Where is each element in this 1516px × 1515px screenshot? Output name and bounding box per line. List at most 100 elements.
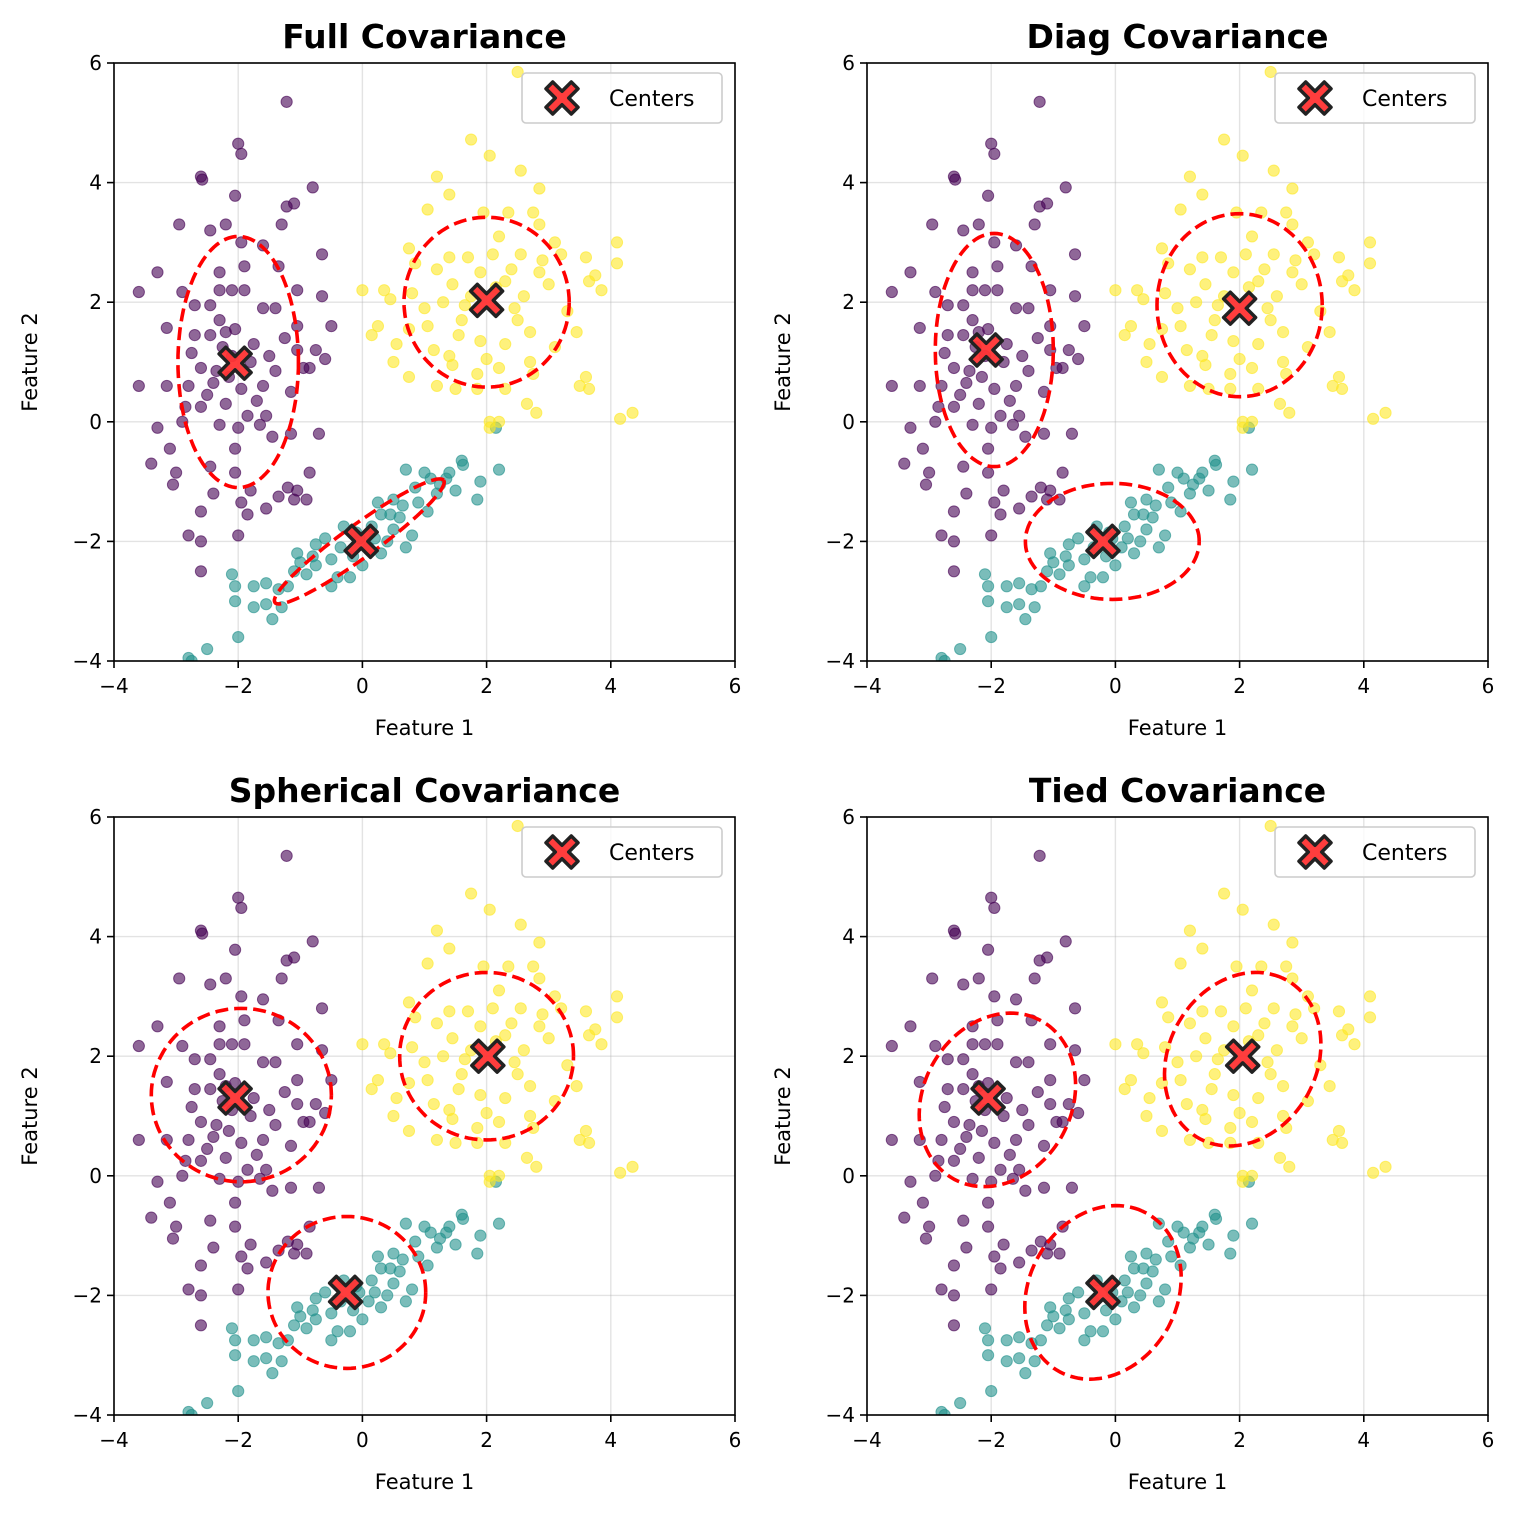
point-purple [319, 352, 332, 366]
point-purple [1072, 1106, 1085, 1120]
point-teal [1078, 553, 1091, 566]
point-purple [923, 1220, 936, 1233]
point-yellow [536, 1008, 549, 1021]
subplot-full-covariance: Full Covariance −4 −2 0 2 4 6 −4 −2 0 2 4 6 Feature 1… [18, 17, 741, 740]
point-purple [303, 466, 316, 479]
point-teal [287, 1319, 301, 1332]
point-yellow [1332, 1124, 1346, 1138]
point-yellow [1196, 188, 1209, 201]
point-yellow [418, 1056, 431, 1069]
point-yellow [390, 1091, 403, 1105]
point-yellow [570, 326, 583, 339]
point-yellow [505, 263, 518, 276]
point-yellow [1252, 275, 1265, 288]
y-tick-label: 2 [89, 1044, 102, 1068]
point-purple [269, 1056, 282, 1069]
point-purple [913, 379, 926, 393]
point-yellow [1286, 1020, 1299, 1033]
point-teal [1140, 1247, 1153, 1260]
point-purple [919, 478, 933, 491]
point-purple [1065, 427, 1079, 440]
point-yellow [1363, 1011, 1377, 1024]
point-purple [163, 1196, 176, 1209]
point-teal [449, 1238, 462, 1251]
point-yellow [508, 1056, 521, 1069]
point-purple [145, 457, 158, 470]
point-teal [1209, 1212, 1223, 1225]
point-yellow [530, 1160, 543, 1173]
point-purple [182, 379, 195, 393]
point-purple [1003, 1148, 1016, 1161]
point-yellow [1245, 984, 1259, 997]
point-purple [1056, 466, 1069, 479]
point-teal [260, 1352, 273, 1365]
point-purple [182, 1283, 195, 1296]
point-yellow [1236, 149, 1249, 162]
point-teal [1000, 601, 1013, 614]
point-yellow [480, 1106, 493, 1120]
point-teal [381, 1289, 394, 1302]
point-yellow [533, 936, 546, 949]
point-teal [1013, 1331, 1026, 1344]
point-purple [222, 1124, 235, 1138]
point-purple [260, 1163, 273, 1176]
point-purple [957, 299, 970, 312]
point-teal [1099, 1304, 1113, 1317]
point-purple [1009, 379, 1023, 393]
point-yellow [523, 326, 537, 339]
point-purple [935, 1133, 948, 1147]
point-purple [957, 328, 970, 342]
point-purple [250, 394, 263, 407]
point-yellow [1258, 263, 1271, 276]
point-purple [985, 1283, 998, 1296]
point-yellow [533, 972, 546, 985]
point-yellow [1171, 302, 1184, 315]
point-purple [929, 415, 942, 428]
point-yellow [483, 1175, 496, 1188]
point-teal [368, 1286, 381, 1299]
point-yellow [511, 819, 524, 833]
point-purple [1078, 320, 1091, 333]
point-purple [272, 490, 285, 503]
point-purple [235, 147, 248, 160]
y-tick-label: −2 [73, 529, 102, 553]
point-teal [1078, 580, 1091, 593]
point-purple [232, 891, 245, 904]
point-teal [1177, 1226, 1190, 1239]
point-yellow [1335, 275, 1349, 288]
point-purple [194, 505, 208, 518]
point-yellow [483, 149, 496, 162]
point-purple [275, 218, 288, 231]
x-tick-label: −4 [99, 674, 128, 698]
point-teal [1140, 1277, 1153, 1290]
point-yellow [443, 251, 456, 264]
center-marker-teal [1085, 523, 1121, 560]
point-yellow [1280, 206, 1293, 219]
point-teal [185, 1408, 198, 1415]
point-purple [966, 1068, 979, 1081]
point-yellow [1180, 1097, 1193, 1111]
point-purple [1016, 349, 1029, 363]
point-purple [176, 1039, 189, 1053]
point-yellow [533, 218, 546, 231]
point-purple [132, 379, 145, 393]
point-teal [409, 1235, 422, 1248]
point-yellow [595, 284, 608, 297]
point-purple [275, 972, 288, 985]
axes-frame [866, 62, 1489, 662]
point-purple [923, 466, 936, 479]
point-teal [228, 595, 242, 608]
point-purple [1000, 1091, 1013, 1105]
point-yellow [527, 206, 540, 219]
point-purple [919, 1232, 933, 1245]
point-yellow [1286, 218, 1299, 231]
point-yellow [1283, 406, 1296, 419]
point-yellow [430, 924, 444, 937]
point-teal [356, 1313, 369, 1326]
point-yellow [505, 1017, 518, 1030]
point-yellow [421, 1074, 434, 1087]
plot-area [132, 819, 639, 1415]
point-purple [904, 1020, 917, 1033]
point-teal [1140, 493, 1153, 506]
point-purple [1028, 218, 1041, 231]
